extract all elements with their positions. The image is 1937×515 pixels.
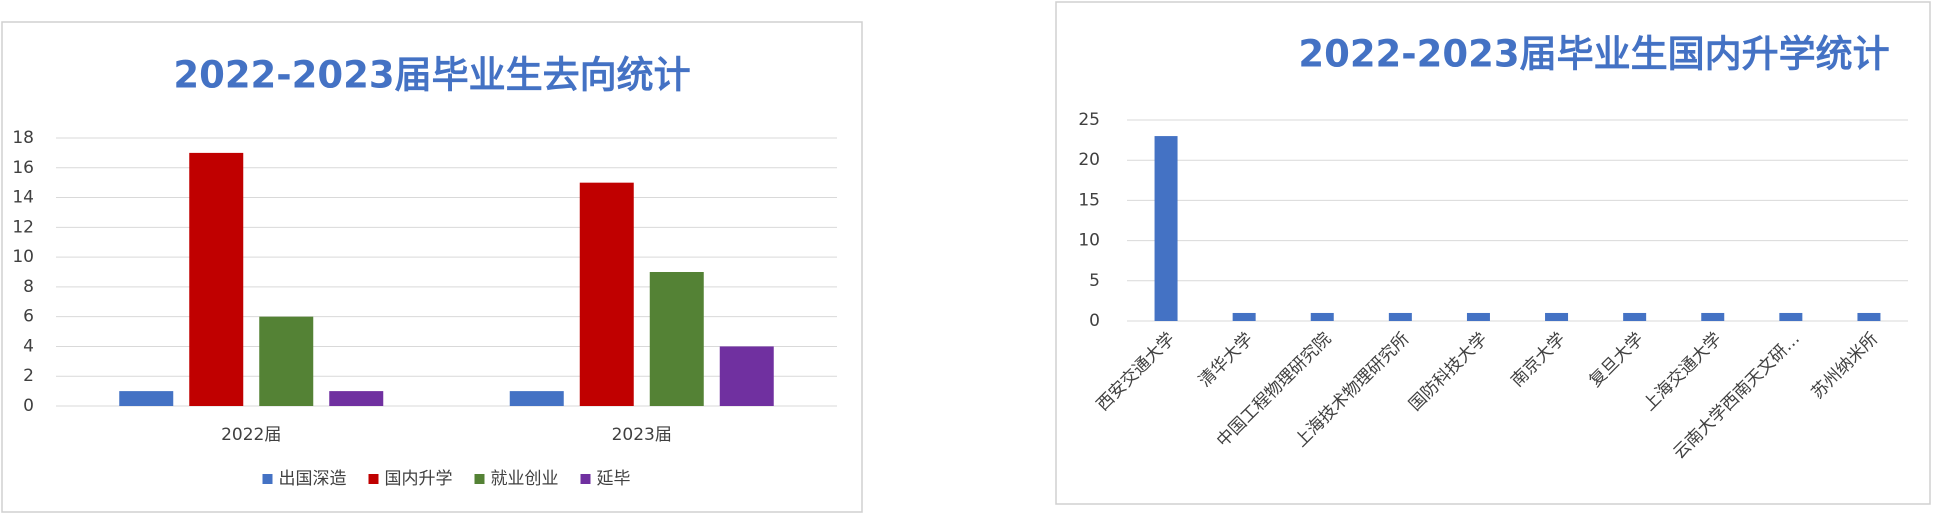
- y-tick-label: 6: [23, 307, 34, 327]
- bar: [649, 272, 704, 406]
- x-tick-label: 2022届: [221, 425, 281, 445]
- chart-frame: [1055, 1, 1931, 505]
- y-tick-label: 20: [1078, 150, 1100, 170]
- chart-frame: [1, 21, 863, 513]
- bar: [259, 316, 314, 406]
- y-tick-label: 2: [23, 366, 34, 386]
- chart-title: 2022-2023届毕业生去向统计: [173, 54, 690, 97]
- y-tick-label: 4: [23, 336, 34, 356]
- y-tick-label: 8: [23, 277, 34, 297]
- y-tick-label: 14: [12, 188, 34, 208]
- bar: [1779, 312, 1803, 321]
- y-tick-label: 12: [12, 217, 34, 237]
- bar: [189, 152, 244, 406]
- bar: [119, 391, 174, 406]
- bar: [1232, 312, 1256, 321]
- legend-swatch: [262, 474, 273, 484]
- chart-title: 2022-2023届毕业生国内升学统计: [1298, 33, 1889, 76]
- y-tick-label: 0: [1089, 311, 1100, 331]
- legend-swatch: [580, 474, 591, 484]
- y-tick-label: 16: [12, 158, 34, 178]
- legend-label: 国内升学: [385, 469, 453, 489]
- y-tick-label: 10: [1078, 231, 1100, 251]
- x-tick-label: 2023届: [612, 425, 672, 445]
- bar: [509, 391, 564, 406]
- bar: [1154, 136, 1178, 321]
- y-tick-label: 18: [12, 128, 34, 148]
- legend-label: 就业创业: [491, 469, 559, 489]
- legend-swatch: [474, 474, 485, 484]
- bar: [1310, 312, 1334, 321]
- bar: [329, 391, 384, 406]
- bar: [1388, 312, 1412, 321]
- bar: [1545, 312, 1569, 321]
- y-tick-label: 5: [1089, 271, 1100, 291]
- y-tick-label: 10: [12, 247, 34, 267]
- legend-label: 延毕: [597, 469, 631, 489]
- bar: [719, 346, 774, 406]
- y-tick-label: 25: [1078, 110, 1100, 130]
- legend-label: 出国深造: [279, 469, 347, 489]
- bar: [579, 182, 634, 406]
- bar: [1466, 312, 1490, 321]
- bar: [1623, 312, 1647, 321]
- y-tick-label: 15: [1078, 190, 1100, 210]
- bar: [1701, 312, 1725, 321]
- bar: [1857, 312, 1881, 321]
- y-tick-label: 0: [23, 396, 34, 416]
- legend-swatch: [368, 474, 379, 484]
